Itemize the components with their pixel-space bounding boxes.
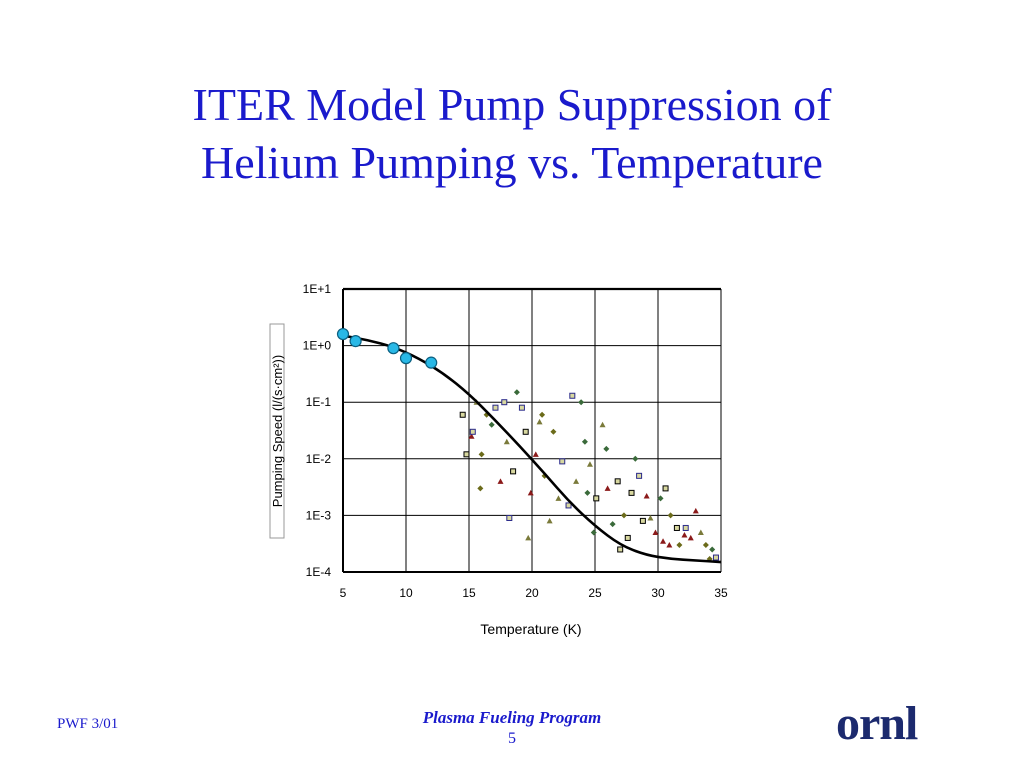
measurement-point [628,489,635,496]
measurement-point [536,418,543,425]
x-tick-label: 25 [588,586,602,600]
y-tick-label: 1E-1 [306,395,332,409]
measurement-point [603,445,610,452]
measurement-point [660,538,667,544]
y-tick-label: 1E+1 [303,282,332,296]
program-name: Plasma Fueling Program [422,708,602,727]
measurement-point [620,512,627,519]
highlight-point [425,356,438,369]
x-tick-label: 30 [651,586,665,600]
measurement-point [459,411,466,418]
measurement-point [513,389,520,396]
measurement-point [565,502,572,509]
measurement-point [501,399,508,406]
measurement-point [709,546,716,553]
measurement-point [532,451,539,457]
measurement-point [676,541,683,548]
measurement-point [469,428,476,435]
measurement-point [503,438,510,445]
measurement-point [643,493,650,499]
measurement-point [682,524,689,531]
measurement-point [609,521,616,528]
highlight-point [399,352,413,365]
measurement-point [647,514,654,521]
y-tick-label: 1E-3 [306,508,332,522]
highlight-point [387,342,400,355]
measurement-point [497,478,504,484]
measurement-point [539,411,546,418]
measurement-point [639,517,646,524]
measurement-point [463,451,470,458]
measurement-point [468,433,475,439]
x-tick-label: 20 [525,586,539,600]
measurement-point [624,534,631,541]
y-tick-label: 1E-2 [306,452,332,466]
y-tick-label: 1E-4 [306,565,332,579]
measurement-point [527,489,534,496]
measurement-point [546,517,553,524]
measurement-point [692,507,699,514]
measurement-point [667,512,674,519]
measurement-point [525,534,532,541]
measurement-point [593,495,600,502]
footer-date: PWF 3/01 [57,716,119,732]
measurement-point [681,532,688,538]
measurement-point [614,478,621,485]
measurement-point [632,455,639,462]
axis-ticks: 5 10 15 20 25 30 35 1E+1 1E+0 1E-1 1E-2 1E-3 1E-4 [303,282,728,600]
page-number: 5 [508,730,516,747]
measurement-point [555,495,562,501]
measurement-point [599,421,606,428]
measurement-point [657,495,664,502]
measurement-point [506,514,513,521]
y-tick-label: 1E+0 [303,339,332,353]
slide-title: ITER Model Pump Suppression of Helium Pu… [0,76,1024,192]
measurement-point [584,489,591,496]
measurement-point [522,428,529,435]
measurement-points [459,389,719,562]
measurement-point [477,485,484,492]
measurement-point [518,404,525,411]
x-axis-label: Temperature (K) [480,621,581,637]
measurement-point [702,541,709,548]
measurement-point [687,534,694,541]
y-axis-label-box [269,323,285,539]
measurement-point [573,478,580,484]
measurement-point [559,458,566,465]
measurement-point [697,529,704,535]
measurement-point [590,529,597,536]
measurement-point [492,404,499,411]
measurement-point [550,428,557,435]
ornl-logo: ornl [836,697,918,750]
measurement-point [673,524,680,531]
chart-grid [342,287,722,573]
measurement-point [578,399,585,406]
measurement-point [510,468,517,475]
measurement-point [712,554,719,561]
pumping-speed-chart: 5 10 15 20 25 30 35 1E+1 1E+0 1E-1 1E-2 1E-3 1E-4 Pu… [269,282,728,637]
highlight-point [349,335,362,348]
highlight-point [336,327,350,341]
measurement-point [478,451,485,458]
title-line-2: Helium Pumping vs. Temperature [201,137,823,188]
y-axis-label: Pumping Speed (l/(s·cm²)) [270,355,285,507]
footer-program: Plasma Fueling Program 5 [362,708,662,748]
measurement-point [636,472,643,479]
title-line-1: ITER Model Pump Suppression of [192,79,832,130]
measurement-point [617,546,624,553]
measurement-point [488,421,495,428]
measurement-point [652,529,659,535]
measurement-point [569,392,576,399]
measurement-point [586,461,593,467]
measurement-point [662,485,669,492]
measurement-point [581,438,588,445]
highlight-points [336,327,438,369]
x-tick-label: 10 [399,586,413,600]
x-tick-label: 5 [340,586,347,600]
x-tick-label: 15 [462,586,476,600]
x-tick-label: 35 [714,586,728,600]
measurement-point [604,485,611,491]
measurement-point [666,541,673,548]
